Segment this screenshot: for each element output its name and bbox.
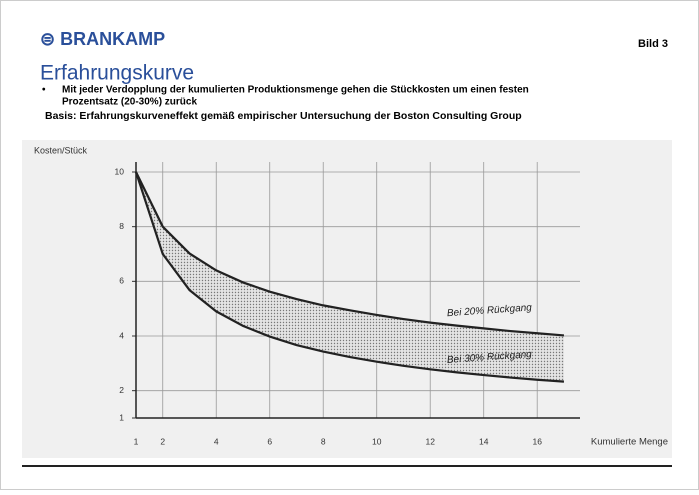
page-number: Bild 3	[638, 38, 668, 50]
bullet-line: Prozentsatz (20-30%) zurück	[62, 97, 197, 108]
x-axis-label: Kumulierte Menge	[591, 437, 668, 448]
x-tick-label: 14	[479, 436, 489, 446]
x-tick-label: 8	[321, 436, 326, 446]
y-axis-label: Kosten/Stück	[34, 145, 88, 155]
slide-title: Erfahrungskurve	[40, 62, 194, 85]
curve	[134, 171, 565, 383]
y-tick-label: 4	[119, 330, 124, 340]
x-tick-label: 16	[532, 436, 542, 446]
x-tick-label: 4	[214, 436, 219, 446]
chart-panel	[22, 140, 672, 458]
y-tick-label: 2	[119, 385, 124, 395]
x-tick-label: 6	[267, 436, 272, 446]
basis-text: Basis: Erfahrungskurveneffekt gemäß empi…	[45, 110, 522, 122]
x-tick-label: 10	[372, 436, 382, 446]
bullet-mark: •	[42, 85, 46, 96]
x-tick-label: 2	[160, 436, 165, 446]
band-fill	[136, 172, 564, 382]
x-tick-label: 12	[425, 436, 435, 446]
y-tick-label: 1	[119, 412, 124, 422]
y-tick-label: 6	[119, 276, 124, 286]
y-tick-label: 8	[119, 221, 124, 231]
bullet-line: Mit jeder Verdopplung der kumulierten Pr…	[62, 85, 529, 96]
x-tick-label: 1	[134, 436, 139, 446]
curve	[135, 171, 565, 337]
logo: ⊜ BRANKAMP	[40, 29, 165, 49]
y-tick-label: 10	[115, 166, 125, 176]
